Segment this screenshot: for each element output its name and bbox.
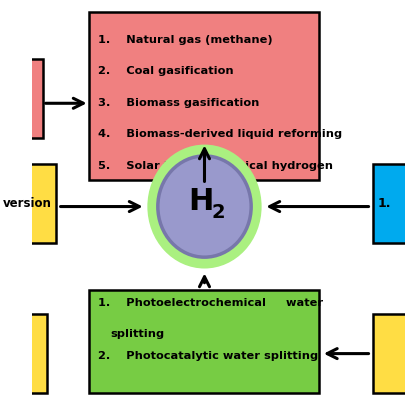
FancyBboxPatch shape xyxy=(0,164,56,243)
Text: 1.: 1. xyxy=(378,197,391,210)
Text: 5.    Solar thermochemical hydrogen: 5. Solar thermochemical hydrogen xyxy=(98,161,333,171)
Circle shape xyxy=(147,145,262,269)
Text: H: H xyxy=(188,187,213,216)
FancyBboxPatch shape xyxy=(90,290,319,393)
FancyBboxPatch shape xyxy=(373,164,405,243)
Text: 4.    Biomass-derived liquid reforming: 4. Biomass-derived liquid reforming xyxy=(98,130,342,139)
FancyBboxPatch shape xyxy=(373,314,405,393)
FancyBboxPatch shape xyxy=(90,12,319,180)
Text: 1.    Photoelectrochemical     water: 1. Photoelectrochemical water xyxy=(98,298,323,309)
Text: 2.    Photocatalytic water splitting: 2. Photocatalytic water splitting xyxy=(98,351,318,361)
Text: splitting: splitting xyxy=(111,329,165,339)
FancyBboxPatch shape xyxy=(0,59,43,138)
Text: 1.    Natural gas (methane): 1. Natural gas (methane) xyxy=(98,35,272,45)
Text: 2: 2 xyxy=(212,203,226,222)
FancyBboxPatch shape xyxy=(0,314,47,393)
Text: 3.    Biomass gasification: 3. Biomass gasification xyxy=(98,98,259,108)
Circle shape xyxy=(158,156,251,257)
Text: 2.    Coal gasification: 2. Coal gasification xyxy=(98,66,233,76)
Text: version: version xyxy=(3,197,52,210)
